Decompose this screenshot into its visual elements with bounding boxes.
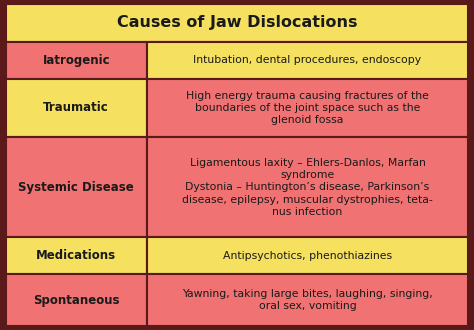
Text: High energy trauma causing fractures of the
boundaries of the joint space such a: High energy trauma causing fractures of … xyxy=(186,90,429,125)
Text: Spontaneous: Spontaneous xyxy=(33,294,119,307)
Bar xyxy=(147,274,468,326)
Text: Causes of Jaw Dislocations: Causes of Jaw Dislocations xyxy=(117,16,357,30)
Bar xyxy=(147,42,468,79)
Text: Intubation, dental procedures, endoscopy: Intubation, dental procedures, endoscopy xyxy=(193,55,421,65)
Bar xyxy=(6,4,468,42)
Bar xyxy=(6,42,147,79)
Text: Yawning, taking large bites, laughing, singing,
oral sex, vomiting: Yawning, taking large bites, laughing, s… xyxy=(182,289,433,311)
Bar xyxy=(147,79,468,137)
Bar xyxy=(6,238,147,274)
Text: Ligamentous laxity – Ehlers-Danlos, Marfan
syndrome
Dystonia – Huntington’s dise: Ligamentous laxity – Ehlers-Danlos, Marf… xyxy=(182,157,433,217)
Bar xyxy=(6,274,147,326)
Bar xyxy=(147,238,468,274)
Text: Antipsychotics, phenothiazines: Antipsychotics, phenothiazines xyxy=(223,251,392,261)
Text: Medications: Medications xyxy=(36,249,116,262)
Bar xyxy=(6,137,147,238)
Text: Iatrogenic: Iatrogenic xyxy=(43,54,110,67)
Bar xyxy=(147,137,468,238)
Bar xyxy=(6,79,147,137)
Text: Traumatic: Traumatic xyxy=(43,101,109,115)
Text: Systemic Disease: Systemic Disease xyxy=(18,181,134,194)
